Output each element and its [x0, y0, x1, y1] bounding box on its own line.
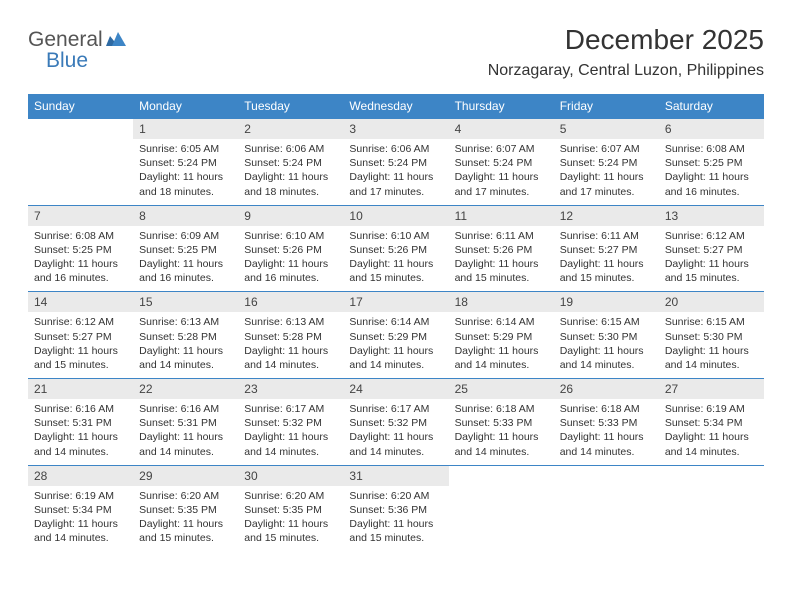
day-number-cell: 17	[343, 292, 448, 313]
calendar-table: Sunday Monday Tuesday Wednesday Thursday…	[28, 94, 764, 551]
day-content-row: Sunrise: 6:19 AMSunset: 5:34 PMDaylight:…	[28, 486, 764, 552]
day-number-cell: 8	[133, 205, 238, 226]
weekday-header: Tuesday	[238, 94, 343, 119]
day-content-row: Sunrise: 6:08 AMSunset: 5:25 PMDaylight:…	[28, 226, 764, 292]
day-number-cell	[659, 465, 764, 486]
day-number-cell: 28	[28, 465, 133, 486]
day-content-row: Sunrise: 6:05 AMSunset: 5:24 PMDaylight:…	[28, 139, 764, 205]
weekday-header: Monday	[133, 94, 238, 119]
day-number-cell: 24	[343, 379, 448, 400]
day-content-cell: Sunrise: 6:20 AMSunset: 5:36 PMDaylight:…	[343, 486, 448, 552]
day-content-cell: Sunrise: 6:10 AMSunset: 5:26 PMDaylight:…	[238, 226, 343, 292]
day-number-cell: 25	[449, 379, 554, 400]
day-content-cell: Sunrise: 6:13 AMSunset: 5:28 PMDaylight:…	[238, 312, 343, 378]
day-content-cell: Sunrise: 6:08 AMSunset: 5:25 PMDaylight:…	[28, 226, 133, 292]
day-number-cell: 11	[449, 205, 554, 226]
weekday-header: Saturday	[659, 94, 764, 119]
day-number-row: 28293031	[28, 465, 764, 486]
day-content-row: Sunrise: 6:12 AMSunset: 5:27 PMDaylight:…	[28, 312, 764, 378]
day-content-cell: Sunrise: 6:12 AMSunset: 5:27 PMDaylight:…	[659, 226, 764, 292]
day-content-cell: Sunrise: 6:07 AMSunset: 5:24 PMDaylight:…	[449, 139, 554, 205]
day-content-cell: Sunrise: 6:06 AMSunset: 5:24 PMDaylight:…	[238, 139, 343, 205]
logo-text-blue: Blue	[46, 49, 88, 73]
day-content-cell: Sunrise: 6:18 AMSunset: 5:33 PMDaylight:…	[449, 399, 554, 465]
day-content-cell	[554, 486, 659, 552]
month-title: December 2025	[488, 24, 764, 56]
day-content-row: Sunrise: 6:16 AMSunset: 5:31 PMDaylight:…	[28, 399, 764, 465]
day-content-cell	[449, 486, 554, 552]
day-number-row: 123456	[28, 119, 764, 140]
day-number-cell: 2	[238, 119, 343, 140]
day-number-cell: 18	[449, 292, 554, 313]
weekday-header: Sunday	[28, 94, 133, 119]
day-number-cell: 29	[133, 465, 238, 486]
day-number-cell: 27	[659, 379, 764, 400]
day-content-cell: Sunrise: 6:15 AMSunset: 5:30 PMDaylight:…	[554, 312, 659, 378]
day-number-cell: 10	[343, 205, 448, 226]
day-number-cell: 7	[28, 205, 133, 226]
day-number-cell: 30	[238, 465, 343, 486]
day-number-cell	[554, 465, 659, 486]
day-content-cell: Sunrise: 6:08 AMSunset: 5:25 PMDaylight:…	[659, 139, 764, 205]
day-content-cell: Sunrise: 6:11 AMSunset: 5:27 PMDaylight:…	[554, 226, 659, 292]
day-number-cell: 31	[343, 465, 448, 486]
day-content-cell: Sunrise: 6:05 AMSunset: 5:24 PMDaylight:…	[133, 139, 238, 205]
weekday-header: Wednesday	[343, 94, 448, 119]
day-number-cell: 4	[449, 119, 554, 140]
day-number-row: 14151617181920	[28, 292, 764, 313]
day-content-cell: Sunrise: 6:06 AMSunset: 5:24 PMDaylight:…	[343, 139, 448, 205]
day-content-cell: Sunrise: 6:15 AMSunset: 5:30 PMDaylight:…	[659, 312, 764, 378]
logo-mark-icon	[106, 28, 126, 52]
day-number-cell: 12	[554, 205, 659, 226]
day-number-cell: 14	[28, 292, 133, 313]
day-number-cell: 16	[238, 292, 343, 313]
day-content-cell: Sunrise: 6:16 AMSunset: 5:31 PMDaylight:…	[133, 399, 238, 465]
day-content-cell: Sunrise: 6:14 AMSunset: 5:29 PMDaylight:…	[449, 312, 554, 378]
day-content-cell: Sunrise: 6:17 AMSunset: 5:32 PMDaylight:…	[343, 399, 448, 465]
header: December 2025 Norzagaray, Central Luzon,…	[488, 24, 764, 80]
day-content-cell: Sunrise: 6:17 AMSunset: 5:32 PMDaylight:…	[238, 399, 343, 465]
day-content-cell: Sunrise: 6:13 AMSunset: 5:28 PMDaylight:…	[133, 312, 238, 378]
day-number-cell: 22	[133, 379, 238, 400]
day-number-cell: 19	[554, 292, 659, 313]
location: Norzagaray, Central Luzon, Philippines	[488, 62, 764, 80]
day-content-cell: Sunrise: 6:11 AMSunset: 5:26 PMDaylight:…	[449, 226, 554, 292]
day-content-cell	[659, 486, 764, 552]
day-content-cell: Sunrise: 6:07 AMSunset: 5:24 PMDaylight:…	[554, 139, 659, 205]
day-content-cell: Sunrise: 6:09 AMSunset: 5:25 PMDaylight:…	[133, 226, 238, 292]
day-content-cell: Sunrise: 6:20 AMSunset: 5:35 PMDaylight:…	[133, 486, 238, 552]
day-content-cell: Sunrise: 6:14 AMSunset: 5:29 PMDaylight:…	[343, 312, 448, 378]
weekday-header-row: Sunday Monday Tuesday Wednesday Thursday…	[28, 94, 764, 119]
day-number-cell: 13	[659, 205, 764, 226]
day-number-cell: 20	[659, 292, 764, 313]
day-content-cell: Sunrise: 6:12 AMSunset: 5:27 PMDaylight:…	[28, 312, 133, 378]
day-number-cell: 21	[28, 379, 133, 400]
day-content-cell: Sunrise: 6:10 AMSunset: 5:26 PMDaylight:…	[343, 226, 448, 292]
day-content-cell: Sunrise: 6:18 AMSunset: 5:33 PMDaylight:…	[554, 399, 659, 465]
day-number-cell: 1	[133, 119, 238, 140]
day-content-cell: Sunrise: 6:19 AMSunset: 5:34 PMDaylight:…	[659, 399, 764, 465]
day-number-cell: 26	[554, 379, 659, 400]
day-number-row: 21222324252627	[28, 379, 764, 400]
day-content-cell: Sunrise: 6:16 AMSunset: 5:31 PMDaylight:…	[28, 399, 133, 465]
day-number-cell: 9	[238, 205, 343, 226]
day-content-cell	[28, 139, 133, 205]
day-content-cell: Sunrise: 6:20 AMSunset: 5:35 PMDaylight:…	[238, 486, 343, 552]
day-number-cell	[449, 465, 554, 486]
day-number-cell	[28, 119, 133, 140]
day-number-cell: 5	[554, 119, 659, 140]
day-number-cell: 6	[659, 119, 764, 140]
day-number-cell: 23	[238, 379, 343, 400]
day-number-cell: 3	[343, 119, 448, 140]
day-number-cell: 15	[133, 292, 238, 313]
day-number-row: 78910111213	[28, 205, 764, 226]
day-content-cell: Sunrise: 6:19 AMSunset: 5:34 PMDaylight:…	[28, 486, 133, 552]
weekday-header: Thursday	[449, 94, 554, 119]
weekday-header: Friday	[554, 94, 659, 119]
